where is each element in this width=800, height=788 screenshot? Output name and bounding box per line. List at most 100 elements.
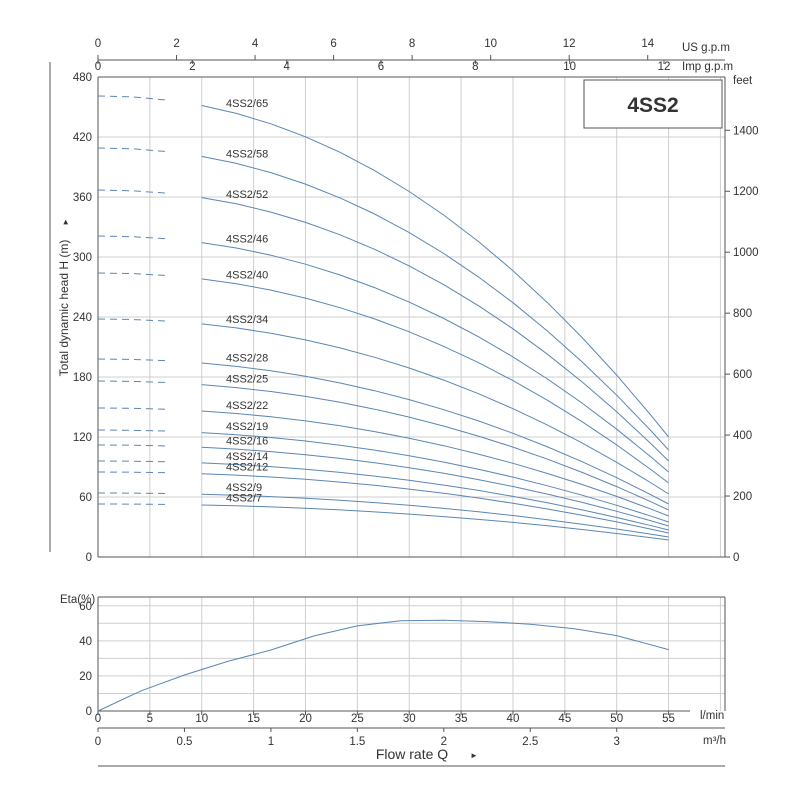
pump-curve-dashed xyxy=(97,444,168,447)
lmin-tick-label: 50 xyxy=(610,713,623,725)
pump-curve-dashed xyxy=(97,429,168,432)
imp-gpm-tick-label: 0 xyxy=(95,61,101,73)
pump-curve xyxy=(201,504,669,541)
lmin-tick-label: 55 xyxy=(662,713,675,725)
imp-gpm-tick-label: 6 xyxy=(378,61,384,73)
efficiency-curve xyxy=(97,619,669,712)
pump-curve-dashed xyxy=(97,95,168,101)
pump-curve xyxy=(201,432,669,523)
us-gpm-tick-label: 8 xyxy=(409,38,415,50)
feet-tick-label: 800 xyxy=(733,308,752,320)
pump-model-label: 4SS2/40 xyxy=(226,269,268,281)
top-flow-axes: 0 2 4 6 8 10 12 14 0 2 4 6 8 10 12 xyxy=(95,38,671,73)
head-axis-arrow: ► xyxy=(61,218,70,226)
us-gpm-tick-label: 10 xyxy=(484,38,497,50)
pump-curve-dashed xyxy=(97,407,168,410)
us-gpm-tick-label: 0 xyxy=(95,38,101,50)
pump-model-label: 4SS2/22 xyxy=(226,400,268,412)
head-chart-grid xyxy=(98,77,725,557)
feet-tick-label: 200 xyxy=(733,491,752,503)
head-tick-label: 420 xyxy=(73,132,92,144)
pump-curve xyxy=(201,446,669,527)
eta-tick-label: 0 xyxy=(86,706,92,718)
pump-curves xyxy=(97,95,669,541)
head-axis-label: Total dynamic head H (m) xyxy=(57,240,71,377)
us-gpm-tick-label: 2 xyxy=(173,38,179,50)
lmin-tick-label: 15 xyxy=(247,713,260,725)
lmin-unit-label: l/min xyxy=(700,710,724,722)
head-tick-label: 480 xyxy=(73,72,92,84)
pump-curve-dashed xyxy=(97,492,168,494)
x-axis-label: Flow rate Q xyxy=(376,746,448,762)
m3h-unit-label: m³/h xyxy=(703,735,726,747)
pump-curve xyxy=(201,323,669,495)
pump-model-label: 4SS2/9 xyxy=(226,482,262,494)
imp-gpm-tick-label: 12 xyxy=(658,61,671,73)
pump-model-label: 4SS2/52 xyxy=(226,189,268,201)
m3h-tick-label: 0.5 xyxy=(176,736,192,748)
imp-gpm-tick-label: 2 xyxy=(189,61,195,73)
imp-gpm-tick-label: 4 xyxy=(283,61,290,73)
bottom-flow-axes: 0 5 10 15 20 25 30 35 40 45 50 55 0 0.5 1 1.5 2 2.5 3 xyxy=(95,711,675,748)
lmin-tick-label: 45 xyxy=(558,713,571,725)
us-gpm-tick-label: 14 xyxy=(641,38,654,50)
pump-model-label: 4SS2/25 xyxy=(226,374,268,386)
pump-model-labels: 4SS2/65 4SS2/58 4SS2/52 4SS2/46 4SS2/40 4SS2/… xyxy=(226,98,268,504)
pump-curve-dashed xyxy=(97,460,168,463)
imp-gpm-tick-label: 10 xyxy=(563,61,576,73)
pump-model-label: 4SS2/28 xyxy=(226,352,268,364)
pump-curve xyxy=(201,362,669,505)
lmin-tick-label: 25 xyxy=(351,713,364,725)
model-title: 4SS2 xyxy=(627,94,678,117)
head-tick-label: 240 xyxy=(73,312,92,324)
head-tick-label: 300 xyxy=(73,252,92,264)
feet-tick-label: 600 xyxy=(733,369,752,381)
head-tick-label: 360 xyxy=(73,192,92,204)
feet-tick-label: 0 xyxy=(733,552,739,564)
pump-curve-dashed xyxy=(97,358,168,362)
us-gpm-tick-label: 6 xyxy=(330,38,336,50)
lmin-tick-label: 35 xyxy=(455,713,468,725)
efficiency-line xyxy=(97,619,669,712)
us-gpm-tick-label: 12 xyxy=(563,38,576,50)
pump-model-label: 4SS2/34 xyxy=(226,314,268,326)
eta-tick-label: 40 xyxy=(79,636,92,648)
pump-curve xyxy=(201,155,669,451)
lmin-tick-label: 40 xyxy=(507,713,520,725)
pump-curve xyxy=(201,410,669,517)
eta-axis-ticks: 0 20 40 60 xyxy=(79,601,92,718)
imp-gpm-unit-label: Imp g.p.m xyxy=(682,61,733,73)
lmin-tick-label: 0 xyxy=(95,713,101,725)
pump-curve xyxy=(201,242,669,473)
feet-tick-label: 1200 xyxy=(733,186,759,198)
pump-curve xyxy=(201,384,669,511)
m3h-tick-label: 1.5 xyxy=(349,736,365,748)
m3h-tick-label: 0 xyxy=(95,736,101,748)
head-tick-label: 0 xyxy=(86,552,92,564)
pump-curve-dashed xyxy=(97,380,168,383)
pump-curve-dashed xyxy=(97,235,168,240)
eta-axis-label: Eta(%) xyxy=(60,594,95,606)
pump-model-label: 4SS2/46 xyxy=(226,234,268,246)
lmin-tick-label: 20 xyxy=(299,713,312,725)
head-axis-ticks: 0 60 120 180 240 300 360 420 480 0 200 400 600 800 100… xyxy=(73,72,759,564)
head-tick-label: 180 xyxy=(73,372,92,384)
x-axis-arrow: ► xyxy=(470,751,478,760)
m3h-tick-label: 2 xyxy=(441,736,447,748)
pump-curve xyxy=(201,473,669,534)
feet-tick-label: 1400 xyxy=(733,125,759,137)
lmin-tick-label: 5 xyxy=(147,713,153,725)
pump-curve xyxy=(201,105,669,438)
model-title-box xyxy=(583,79,723,129)
pump-curve xyxy=(201,493,669,538)
pump-curve-dashed xyxy=(97,189,168,194)
head-tick-label: 120 xyxy=(73,432,92,444)
pump-curve-dashed xyxy=(97,318,168,322)
us-gpm-tick-label: 4 xyxy=(252,38,259,50)
head-tick-label: 60 xyxy=(79,492,92,504)
pump-model-label: 4SS2/7 xyxy=(226,493,262,505)
feet-tick-label: 1000 xyxy=(733,247,759,259)
pump-model-label: 4SS2/12 xyxy=(226,462,268,474)
lmin-tick-label: 30 xyxy=(403,713,416,725)
